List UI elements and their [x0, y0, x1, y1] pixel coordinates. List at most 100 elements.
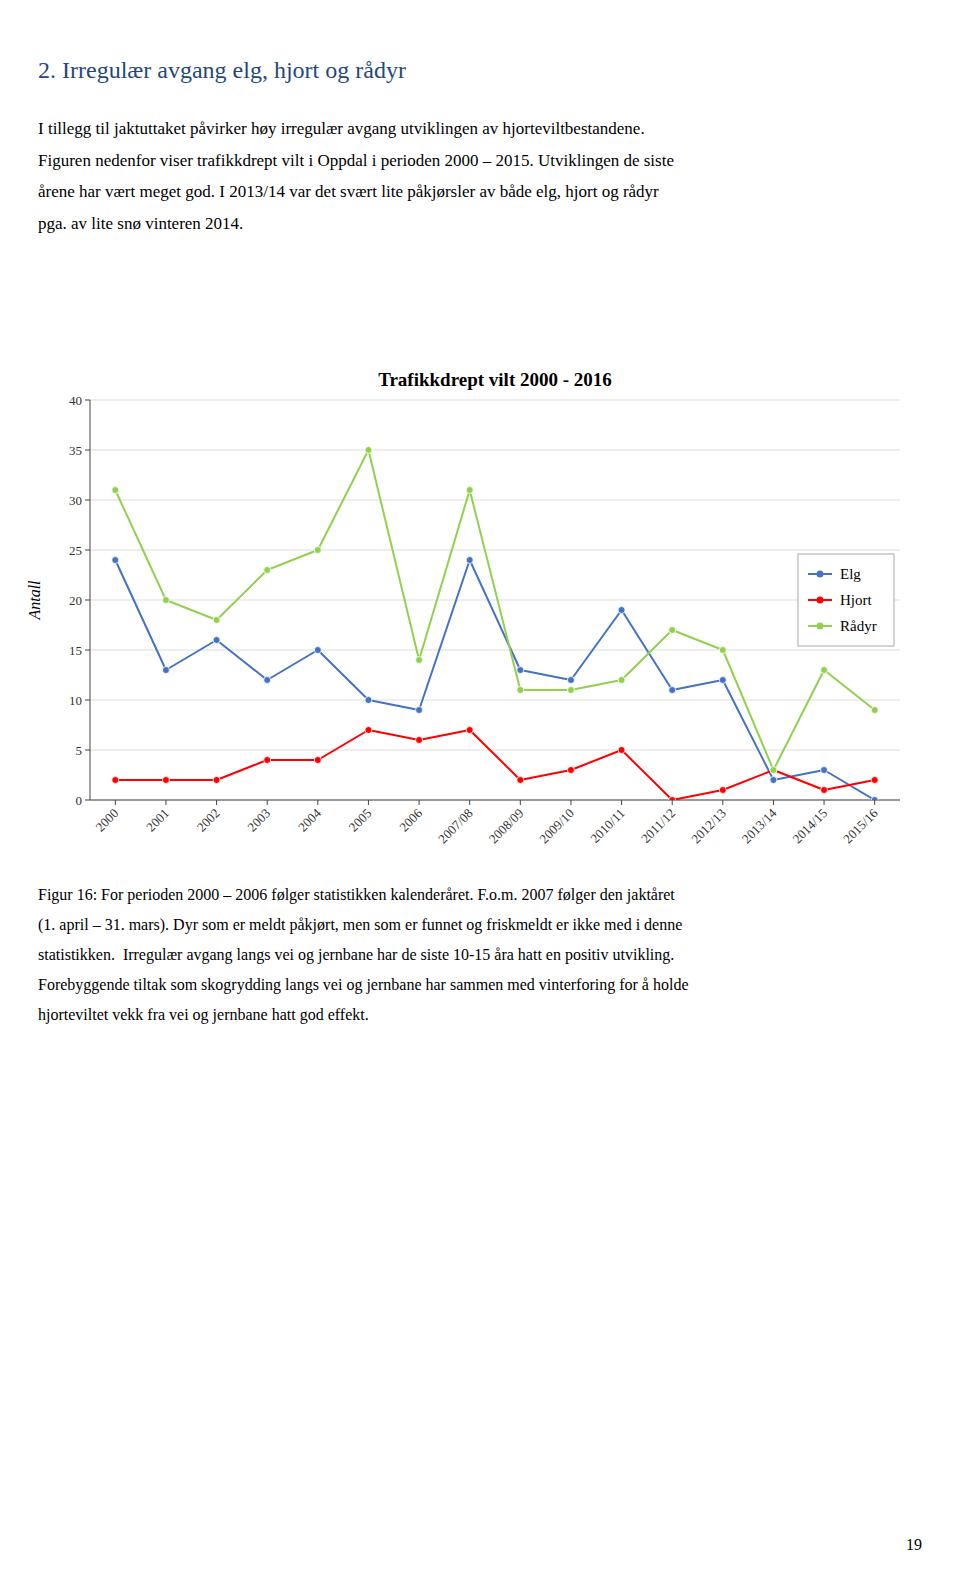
series-marker	[466, 487, 473, 494]
caption-text: statistikken. Irregulær avgang langs vei…	[38, 946, 674, 964]
series-marker	[567, 677, 574, 684]
series-marker	[821, 667, 828, 674]
x-tick-label: 2004	[295, 805, 324, 834]
x-tick	[267, 800, 268, 805]
y-tick	[85, 550, 90, 551]
series-marker	[517, 667, 524, 674]
series-marker	[719, 677, 726, 684]
page-background	[0, 0, 960, 1582]
series-marker	[112, 777, 119, 784]
y-tick-label: 35	[69, 443, 82, 458]
x-tick	[216, 800, 217, 805]
x-tick	[672, 800, 673, 805]
x-tick	[874, 800, 875, 805]
body-text: årene har vært meget god. I 2013/14 var …	[38, 182, 659, 201]
series-marker	[365, 447, 372, 454]
series-marker	[871, 797, 878, 801]
x-tick-label: 2013/14	[739, 805, 780, 846]
y-tick	[85, 650, 90, 651]
series-marker	[264, 567, 271, 574]
grid-line	[90, 800, 900, 801]
x-tick-label: 2009/10	[536, 806, 577, 847]
y-tick	[85, 750, 90, 751]
grid-line	[90, 500, 900, 501]
caption-text: Figur 16: For perioden 2000 – 2006 følge…	[38, 886, 675, 904]
x-tick-label: 2014/15	[789, 806, 830, 847]
series-marker	[466, 727, 473, 734]
legend-entry: Rådyr	[840, 618, 877, 634]
page-number: 19	[906, 1536, 922, 1553]
x-tick-label: 2012/13	[688, 806, 729, 847]
x-tick	[368, 800, 369, 805]
x-tick	[570, 800, 571, 805]
x-tick	[469, 800, 470, 805]
legend-marker	[817, 623, 824, 630]
x-tick	[824, 800, 825, 805]
x-tick-label: 2005	[346, 806, 375, 835]
body-text: pga. av lite snø vinteren 2014.	[38, 214, 243, 233]
x-tick-label: 2007/08	[435, 806, 476, 847]
series-marker	[365, 697, 372, 704]
grid-line	[90, 600, 900, 601]
series-marker	[871, 777, 878, 784]
y-tick-label: 25	[69, 543, 82, 558]
y-tick-label: 10	[69, 693, 82, 708]
y-tick	[85, 500, 90, 501]
grid-line	[90, 550, 900, 551]
series-marker	[314, 547, 321, 554]
series-marker	[567, 767, 574, 774]
series-marker	[264, 757, 271, 764]
series-marker	[416, 707, 423, 714]
chart-title: Trafikkdrept vilt 2000 - 2016	[378, 369, 612, 390]
series-marker	[213, 777, 220, 784]
caption-text: (1. april – 31. mars). Dyr som er meldt …	[38, 916, 682, 934]
chart: Trafikkdrept vilt 2000 - 201605101520253…	[26, 369, 900, 846]
series-marker	[719, 647, 726, 654]
body-text: Figuren nedenfor viser trafikkdrept vilt…	[38, 151, 674, 170]
y-axis-label: Antall	[26, 580, 43, 621]
y-tick	[85, 450, 90, 451]
x-tick-label: 2000	[92, 806, 121, 835]
grid-line	[90, 400, 900, 401]
series-marker	[770, 767, 777, 774]
series-marker	[416, 737, 423, 744]
series-marker	[618, 677, 625, 684]
series-marker	[719, 787, 726, 794]
x-tick	[520, 800, 521, 805]
legend: Elg Hjort Rådyr	[798, 554, 894, 646]
y-tick	[85, 400, 90, 401]
legend-entry: Hjort	[840, 592, 872, 608]
x-tick-label: 2002	[194, 806, 223, 835]
grid-line	[90, 650, 900, 651]
series-marker	[416, 657, 423, 664]
y-tick	[85, 800, 90, 801]
y-tick-label: 30	[69, 493, 82, 508]
x-tick-label: 2010/11	[587, 806, 627, 846]
series-marker	[162, 667, 169, 674]
body-text: I tillegg til jaktuttaket påvirker høy i…	[38, 119, 645, 138]
grid-line	[90, 450, 900, 451]
caption-text: Forebyggende tiltak som skogrydding lang…	[38, 976, 689, 994]
series-marker	[314, 647, 321, 654]
series-marker	[213, 617, 220, 624]
series-marker	[314, 757, 321, 764]
series-marker	[466, 557, 473, 564]
x-tick	[419, 800, 420, 805]
series-marker	[871, 707, 878, 714]
y-tick-label: 15	[69, 643, 82, 658]
x-tick	[722, 800, 723, 805]
x-tick	[115, 800, 116, 805]
x-tick-label: 2015/16	[840, 805, 881, 846]
x-axis	[90, 800, 900, 801]
x-tick	[317, 800, 318, 805]
legend-entry: Elg	[840, 566, 861, 582]
page-title: 2. Irregulær avgang elg, hjort og rådyr	[38, 57, 406, 83]
legend-box	[798, 554, 894, 646]
series-marker	[365, 727, 372, 734]
series-marker	[112, 557, 119, 564]
series-marker	[669, 687, 676, 694]
series-marker	[162, 777, 169, 784]
y-axis	[90, 400, 91, 800]
series-marker	[770, 767, 777, 774]
series-marker	[821, 787, 828, 794]
